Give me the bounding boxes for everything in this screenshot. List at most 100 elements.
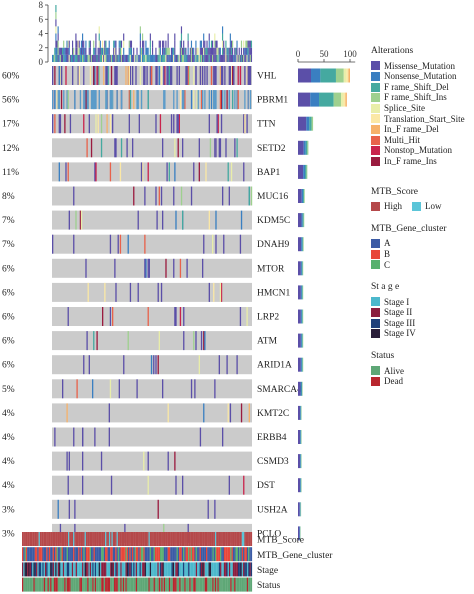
annotation-cell (75, 532, 78, 546)
mutation-mark (115, 282, 117, 302)
annotation-cell (191, 547, 194, 562)
annotation-cell (50, 562, 52, 577)
mutation-mark (85, 90, 87, 110)
gene-count-bar-segment (300, 405, 301, 420)
annotation-cell (94, 577, 97, 592)
mutation-mark (243, 475, 245, 495)
annotation-cell (39, 577, 42, 592)
annotation-cell (46, 577, 48, 592)
annotation-cell (177, 562, 180, 577)
gene-count-bar-segment (298, 430, 301, 444)
mutation-mark (184, 90, 186, 110)
mutation-mark (195, 331, 197, 351)
annotation-cell (241, 532, 244, 546)
mutation-mark (73, 234, 75, 254)
mutation-mark (244, 114, 246, 134)
top-bar-segment (143, 54, 145, 62)
annotation-cell (42, 577, 44, 592)
gene-name-label: MUC16 (257, 192, 288, 202)
mutation-mark (156, 66, 158, 85)
top-bar-segment (202, 47, 204, 55)
mutation-mark (218, 138, 220, 158)
annotation-cell (239, 547, 241, 562)
annotation-cell (74, 532, 76, 546)
mutation-mark (225, 138, 227, 158)
annotation-cell (225, 547, 227, 562)
top-bar-segment (120, 47, 123, 55)
mutation-mark (54, 90, 56, 110)
top-bar-segment (67, 54, 69, 62)
gene-count-bar-segment (309, 116, 312, 131)
mutation-mark (83, 355, 85, 375)
mutation-mark (120, 90, 123, 110)
annotation-cell (28, 577, 30, 592)
annotation-cell (244, 577, 246, 592)
gene-count-bar-segment (301, 285, 303, 300)
top-bar-segment (196, 54, 198, 62)
annotation-cell (168, 577, 171, 592)
mutation-mark (230, 66, 233, 85)
top-bar-segment (169, 54, 171, 62)
annotation-cell (111, 562, 113, 577)
annotation-cell (236, 547, 239, 562)
top-bar-segment (123, 33, 125, 41)
top-bar-segment (113, 47, 115, 55)
annotation-cell (87, 562, 89, 577)
annotation-cell (135, 577, 138, 592)
annotation-cell (193, 562, 195, 577)
annotation-cell (74, 577, 76, 592)
annotation-cell (75, 547, 78, 562)
annotation-cell (235, 547, 237, 562)
annotation-cell (87, 547, 89, 562)
annotation-cell (119, 532, 121, 546)
mutation-mark (228, 475, 230, 495)
top-bar-segment (152, 47, 154, 55)
annotation-cell (66, 577, 69, 592)
annotation-cell (125, 577, 127, 592)
top-bar-segment (59, 54, 61, 62)
gene-count-bar-segment (310, 92, 320, 107)
annotation-cell (83, 577, 85, 592)
annotation-cell (167, 532, 170, 546)
legend-stage-label: Stage I (384, 296, 410, 307)
top-bar-segment (100, 54, 103, 62)
legend-status-item: Dead (371, 376, 474, 387)
legend-alteration-label: Missense_Mutation (384, 60, 455, 71)
annotation-cell (79, 562, 81, 577)
mutation-mark (249, 66, 252, 85)
top-bar-segment (63, 40, 65, 48)
annotation-cell (193, 532, 195, 546)
mutation-mark (204, 331, 206, 351)
annotation-cell (42, 547, 44, 562)
mutation-matrix-background (52, 66, 252, 543)
gene-percentage-label: 7% (2, 216, 15, 226)
right-axis-tick-label: 0 (296, 49, 301, 59)
annotation-cell (22, 577, 24, 592)
top-bar-segment (182, 54, 184, 62)
top-bar-segment (127, 54, 129, 62)
top-bar-segment (85, 40, 87, 48)
legend-stage-swatch (371, 297, 380, 307)
legend-alteration-swatch (371, 114, 380, 124)
annotation-cell (106, 562, 108, 577)
annotation-cell (183, 547, 185, 562)
annotation-cell (78, 532, 80, 546)
top-bar-segment (129, 40, 131, 48)
top-bar-segment (238, 54, 240, 62)
mutation-mark (112, 114, 114, 134)
annotation-cell (220, 547, 222, 562)
mutation-mark (147, 258, 149, 278)
top-bar-segment (194, 54, 196, 62)
annotation-cell (221, 577, 223, 592)
annotation-cell (216, 547, 218, 562)
top-bar-segment (118, 54, 120, 62)
mutation-mark (162, 379, 164, 399)
mutation-mark (202, 90, 204, 110)
annotation-cell (64, 577, 66, 592)
legend-stage-label: Stage IV (384, 328, 416, 339)
top-bar-segment (232, 47, 234, 55)
annotation-cell (137, 562, 139, 577)
annotation-cell (115, 547, 117, 562)
mutation-mark (175, 475, 177, 495)
